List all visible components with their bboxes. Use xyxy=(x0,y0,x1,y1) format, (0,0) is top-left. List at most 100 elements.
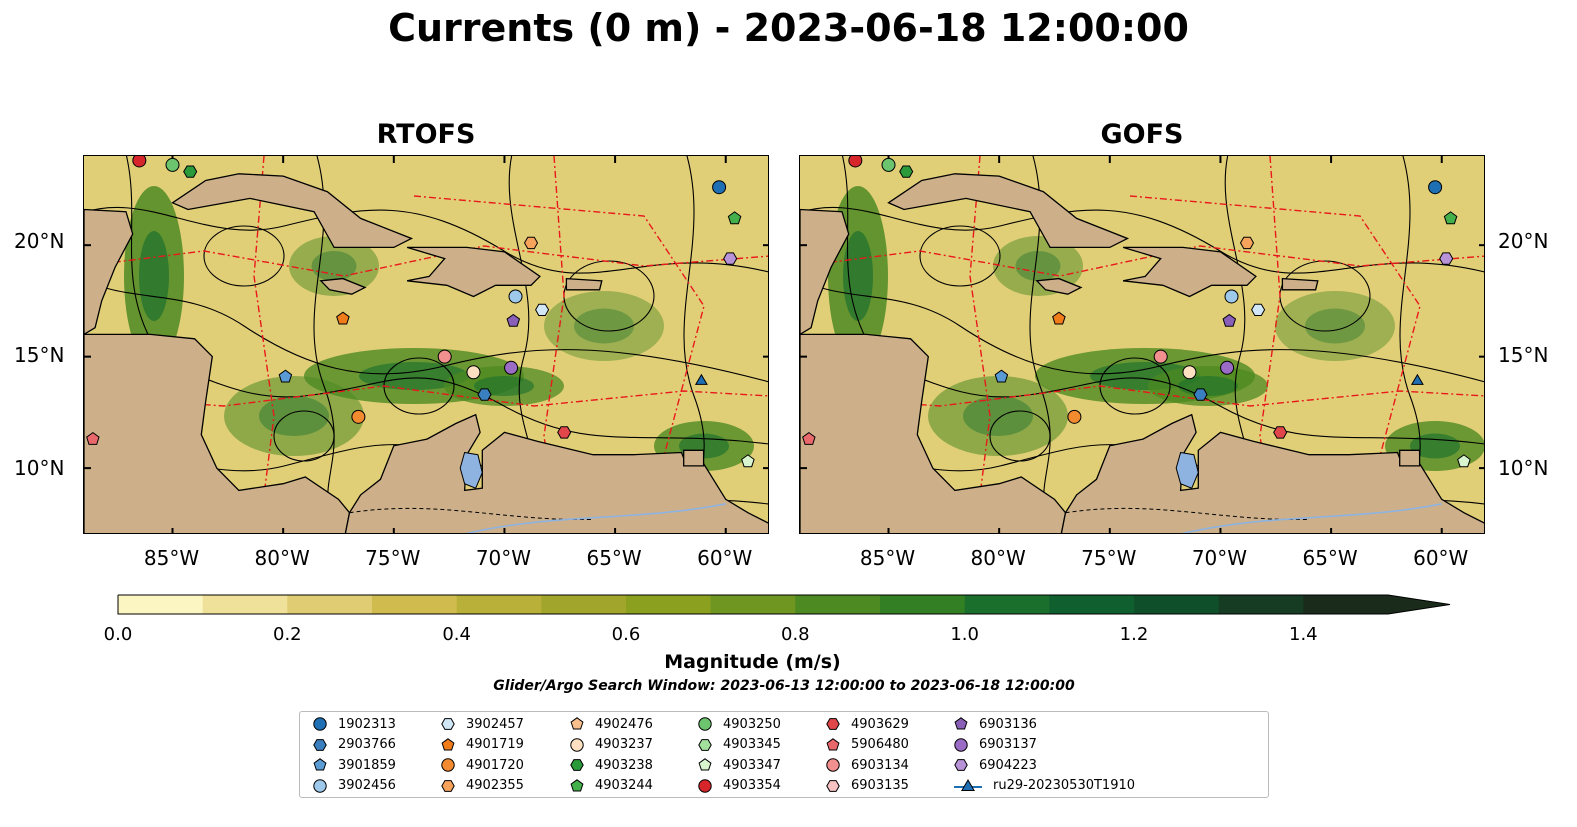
river xyxy=(465,503,726,533)
legend-item: 3901859 xyxy=(312,755,396,775)
lon-label: 80°W xyxy=(254,546,310,570)
legend-marker-icon xyxy=(826,737,840,750)
platform-marker xyxy=(1428,180,1443,195)
current-speed-patch xyxy=(289,236,379,296)
legend-marker-icon xyxy=(826,718,840,730)
legend-marker-icon xyxy=(313,778,327,793)
colorbar-segment xyxy=(710,595,796,614)
legend-item: 4903238 xyxy=(569,755,653,775)
colorbar-segment xyxy=(202,595,288,614)
legend-item: 4903244 xyxy=(569,776,653,796)
legend-item: ru29-20230530T1910 xyxy=(953,776,1135,796)
legend-item: 6903136 xyxy=(953,714,1037,734)
lake-maracaibo xyxy=(459,451,483,489)
platform-marker xyxy=(994,369,1009,383)
colorbar-tick-label: 1.4 xyxy=(1289,624,1318,645)
legend-item: 4901719 xyxy=(440,735,524,755)
land-mass xyxy=(319,277,367,295)
legend-label: 4903354 xyxy=(723,778,781,793)
legend-label: 4902476 xyxy=(595,716,653,732)
eddy-boundary xyxy=(1129,195,1421,457)
current-map-gofs xyxy=(800,156,1484,533)
legend-label: 6904223 xyxy=(979,757,1037,773)
legend-label: 6903134 xyxy=(851,757,909,773)
legend-label: 1902313 xyxy=(338,716,396,732)
colorbar-segment xyxy=(964,595,1050,614)
legend-label: 4903629 xyxy=(851,716,909,732)
legend-label: 4901720 xyxy=(466,757,524,773)
platform-marker xyxy=(1239,236,1255,250)
legend-item: 6904223 xyxy=(953,755,1037,775)
colorbar-segment xyxy=(372,595,458,614)
lat-label-15n-left: 15°N xyxy=(14,343,65,367)
legend-label: 4901719 xyxy=(466,737,524,752)
colorbar-segment xyxy=(1049,595,1135,614)
legend-item: 6903137 xyxy=(953,735,1037,755)
platform-marker xyxy=(1182,365,1197,380)
legend-item: 2903766 xyxy=(312,735,396,755)
current-speed-patch xyxy=(544,291,664,361)
platform-marker xyxy=(1067,409,1082,424)
country-border xyxy=(1065,507,1309,521)
platform-marker xyxy=(477,388,492,401)
lat-label-20n-left: 20°N xyxy=(14,229,65,253)
current-speed-patch xyxy=(928,376,1068,456)
streamline xyxy=(84,279,768,383)
land-mass xyxy=(344,413,768,533)
platform-marker xyxy=(1457,454,1471,468)
lat-label-20n-right: 20°N xyxy=(1498,229,1549,253)
platform-marker xyxy=(802,431,816,445)
land-mass xyxy=(1035,277,1083,295)
platform-marker xyxy=(881,157,896,172)
legend-label: 3902456 xyxy=(338,778,396,793)
legend-marker-icon xyxy=(570,759,584,771)
river xyxy=(1181,503,1442,533)
legend-item: 4903250 xyxy=(697,714,781,734)
eddy-boundary xyxy=(800,245,1484,277)
colorbar-extend-arrow xyxy=(1388,595,1450,614)
platform-marker xyxy=(437,349,452,364)
platform-marker xyxy=(1410,373,1424,385)
lat-label-15n-right: 15°N xyxy=(1498,343,1549,367)
legend-marker-icon xyxy=(441,737,455,750)
legend-item: 6903135 xyxy=(825,776,909,796)
lon-label: 65°W xyxy=(586,546,642,570)
legend-marker-icon xyxy=(698,717,712,731)
colorbar-tick-label: 0.4 xyxy=(442,624,471,645)
land-mass xyxy=(406,246,541,298)
legend-marker-icon xyxy=(954,717,968,730)
colorbar-segment xyxy=(795,595,881,614)
lon-label: 75°W xyxy=(365,546,421,570)
figure-title: Currents (0 m) - 2023-06-18 12:00:00 xyxy=(388,6,1189,50)
map-panel-rtofs xyxy=(83,155,769,534)
legend-item: 6903134 xyxy=(825,755,909,775)
lat-label-10n-right: 10°N xyxy=(1498,456,1549,480)
current-speed-patch xyxy=(1275,291,1395,361)
legend-marker-icon xyxy=(441,758,455,772)
streamline xyxy=(273,410,335,462)
colorbar xyxy=(117,594,1451,615)
legend-item: 4903354 xyxy=(697,776,781,796)
platform-marker xyxy=(466,365,481,380)
platform-marker xyxy=(506,313,521,327)
land-mass xyxy=(1399,449,1421,467)
eddy-boundary xyxy=(969,156,991,533)
platform-marker xyxy=(694,373,708,385)
platform-marker xyxy=(165,157,180,172)
streamline xyxy=(1099,357,1171,415)
land-mass xyxy=(683,449,705,467)
legend-label: 4903238 xyxy=(595,757,653,773)
land-mass xyxy=(84,208,134,336)
legend-marker-icon xyxy=(313,717,327,731)
land-mass xyxy=(1122,246,1257,298)
legend-label: 5906480 xyxy=(851,737,909,752)
colorbar-segment xyxy=(456,595,542,614)
land-mass xyxy=(565,277,603,291)
legend-item: 3902457 xyxy=(440,714,524,734)
platform-marker xyxy=(523,236,539,250)
platform-legend: 1902313 2903766 3901859 3902456 3902457 49017… xyxy=(299,711,1269,798)
lon-label: 70°W xyxy=(475,546,532,570)
eddy-boundary xyxy=(253,156,275,533)
current-map-rtofs xyxy=(84,156,768,533)
eddy-boundary xyxy=(84,245,768,277)
